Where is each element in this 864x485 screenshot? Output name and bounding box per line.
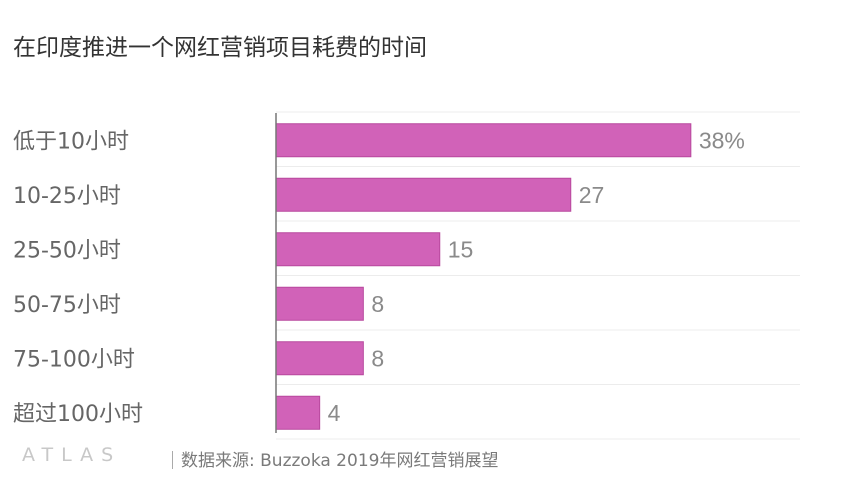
category-labels: 低于10小时 10-25小时 25-50小时 50-75小时 75-100小时超过100… (13, 129, 143, 427)
source-text: 数据来源: Buzzoka 2019年网红营销展望 (181, 451, 499, 471)
value-label-0: 38% (699, 127, 745, 153)
category-label-1: 10-25小时 (13, 184, 121, 209)
value-label-1: 27 (579, 182, 605, 208)
bar-0 (275, 123, 692, 158)
bar-1 (275, 177, 572, 212)
source-divider (172, 451, 173, 469)
value-label-5: 4 (328, 400, 341, 426)
atlas-logo: ATLAS (22, 444, 122, 466)
category-label-5: 超过100小时 (13, 402, 143, 427)
source-note: 数据来源: Buzzoka 2019年网红营销展望 (172, 446, 498, 471)
value-label-4: 8 (371, 345, 384, 371)
category-label-0: 低于10小时 (13, 129, 129, 154)
bar-5 (275, 395, 321, 430)
bar-2 (275, 232, 441, 267)
chart-title: 在印度推进一个网红营销项目耗费的时间 (13, 35, 427, 61)
category-label-4: 75-100小时 (13, 347, 135, 372)
bar-3 (275, 286, 364, 321)
bar-4 (275, 341, 364, 376)
category-label-3: 50-75小时 (13, 293, 121, 318)
value-label-3: 8 (371, 291, 384, 317)
value-label-2: 15 (448, 236, 474, 262)
category-label-2: 25-50小时 (13, 238, 121, 263)
gridlines (276, 111, 800, 440)
value-labels: 38% 27 15 8 8 4 (328, 127, 745, 426)
bars (275, 123, 692, 430)
